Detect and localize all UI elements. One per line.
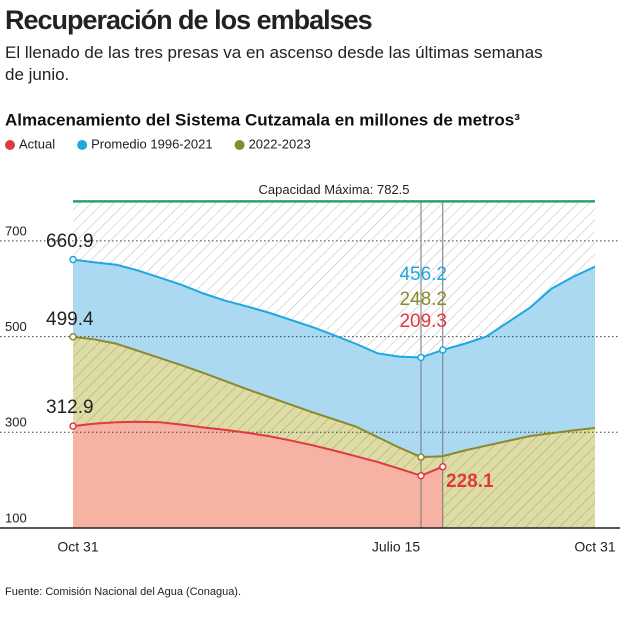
page-title: Recuperación de los embalses: [5, 5, 372, 35]
point: [417, 471, 425, 480]
data-label: 248.2: [399, 289, 447, 310]
point: [69, 422, 77, 430]
subtitle: El llenado de las tres presas va en asce…: [5, 43, 543, 84]
data-label: 456.2: [399, 264, 447, 285]
data-label: 312.9: [46, 397, 94, 418]
legend-dot: [5, 140, 15, 150]
series-line: [72, 420, 444, 477]
y-tick-label: 100: [5, 510, 27, 525]
data-label: 209.3: [399, 311, 447, 332]
point: [417, 353, 425, 362]
y-tick-label: 300: [5, 415, 27, 430]
chart-title: Almacenamiento del Sistema Cutzamala en …: [5, 110, 520, 129]
capacity-label: Capacidad Máxima: 782.5: [258, 182, 409, 197]
data-label: 660.9: [46, 231, 94, 252]
data-label: 228.1: [446, 471, 494, 492]
x-tick-label: Oct 31: [574, 539, 615, 555]
subtitle-box: El llenado de las tres presas va en asce…: [5, 43, 543, 84]
point: [417, 453, 425, 461]
legend-label: 2022-2023: [249, 136, 311, 151]
series-line: [72, 335, 596, 459]
legend-label: Promedio 1996-2021: [91, 136, 212, 151]
x-tick-label: Julio 15: [372, 539, 420, 555]
point: [69, 333, 77, 341]
legend-dot: [77, 140, 88, 150]
x-tick-label: Oct 31: [57, 539, 98, 555]
legend-label: Actual: [19, 136, 55, 151]
data-label: 499.4: [46, 309, 94, 330]
y-tick-label: 500: [5, 319, 27, 334]
area: [73, 421, 443, 528]
source: Fuente: Comisión Nacional del Agua (Cona…: [5, 586, 241, 598]
point: [439, 462, 447, 471]
y-tick-label: 700: [5, 223, 27, 238]
series-line: [72, 258, 596, 359]
capacity-label-bg: [240, 182, 410, 198]
point: [69, 255, 77, 264]
legend-dot: [234, 140, 245, 150]
point: [439, 346, 447, 354]
